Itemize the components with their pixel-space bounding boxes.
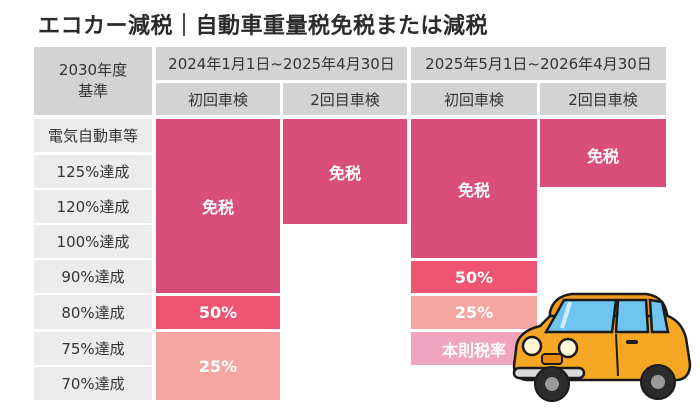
p2-second-inspection-header: 2回目車検 bbox=[540, 83, 666, 115]
corner-header-line2: 基準 bbox=[77, 82, 108, 100]
p1-first-50-cell: 50% bbox=[156, 296, 280, 329]
p2-first-exempt-cell: 免税 bbox=[411, 119, 537, 258]
corner-header: 2030年度 基準 bbox=[34, 47, 152, 115]
p2-first-inspection-header: 初回車検 bbox=[411, 83, 537, 115]
row-label-ev: 電気自動車等 bbox=[34, 119, 152, 152]
row-label-70: 70%達成 bbox=[34, 367, 152, 400]
p1-second-inspection-header: 2回目車検 bbox=[283, 83, 407, 115]
page-title: エコカー減税｜自動車重量税免税または減税 bbox=[38, 14, 489, 39]
p2-first-25-cell: 25% bbox=[411, 296, 537, 329]
period2-header: 2025年5月1日~2026年4月30日 bbox=[411, 47, 666, 80]
row-label-80: 80%達成 bbox=[34, 295, 152, 329]
p1-second-exempt-cell: 免税 bbox=[283, 119, 407, 224]
row-label-125: 125%達成 bbox=[34, 155, 152, 188]
p1-first-exempt-cell: 免税 bbox=[156, 119, 280, 293]
orange-car-icon bbox=[512, 292, 692, 402]
p2-second-exempt-cell: 免税 bbox=[540, 119, 666, 187]
period1-header: 2024年1月1日~2025年4月30日 bbox=[156, 47, 407, 80]
row-label-100: 100%達成 bbox=[34, 225, 152, 258]
row-label-120: 120%達成 bbox=[34, 190, 152, 223]
p1-first-inspection-header: 初回車検 bbox=[156, 83, 280, 115]
corner-header-line1: 2030年度 bbox=[58, 61, 128, 79]
p1-first-25-cell: 25% bbox=[156, 332, 280, 400]
row-label-90: 90%達成 bbox=[34, 260, 152, 293]
row-label-75: 75%達成 bbox=[34, 332, 152, 365]
p2-first-50-cell: 50% bbox=[411, 261, 537, 293]
